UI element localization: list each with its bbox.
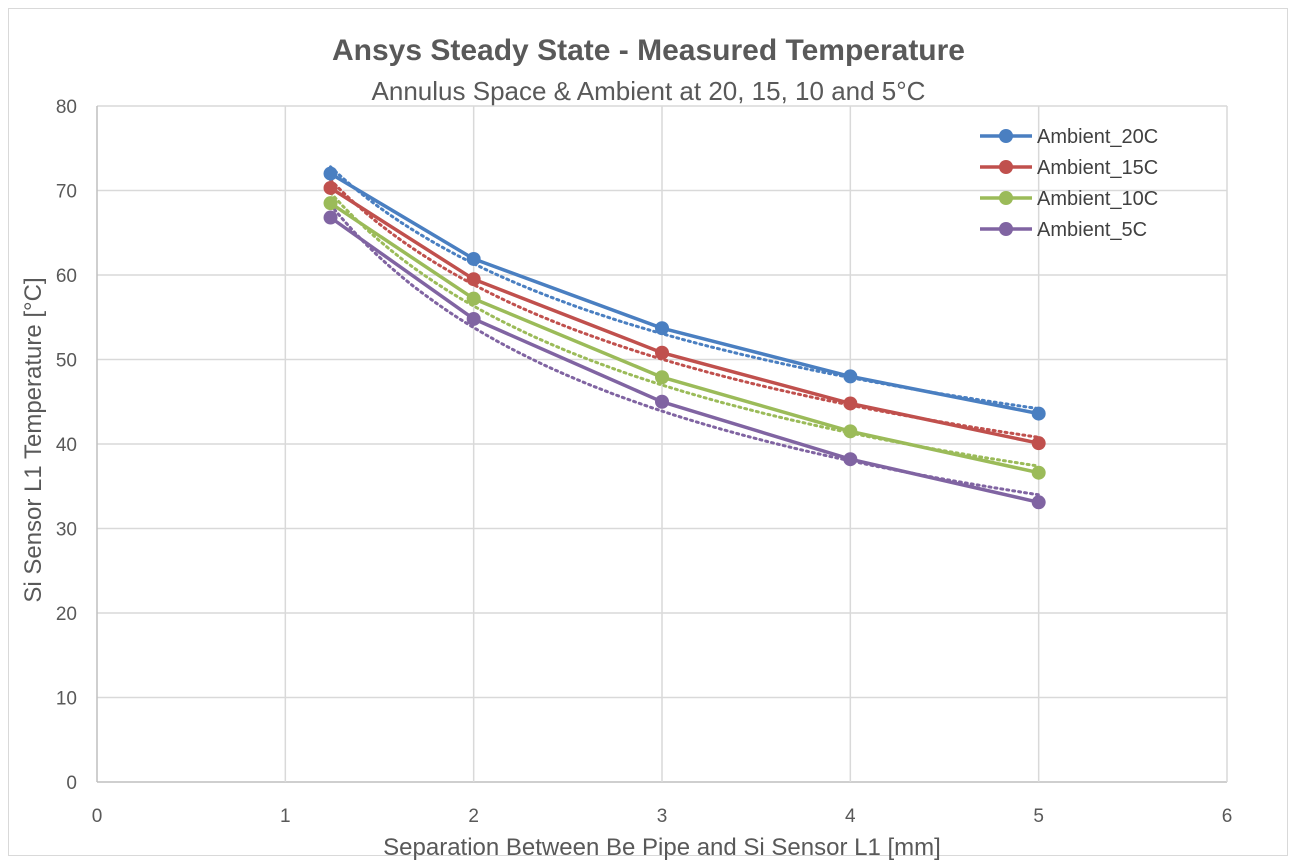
series-lines: [329, 172, 1040, 505]
y-tick-label: 40: [56, 435, 77, 456]
chart-frame: [8, 8, 1288, 856]
data-point: [655, 394, 669, 409]
legend-marker: [999, 160, 1013, 174]
data-point: [466, 251, 481, 266]
legend-label: Ambient_10C: [1037, 188, 1158, 210]
x-tick-label: 2: [468, 806, 479, 827]
y-tick-label: 70: [56, 182, 77, 203]
data-point: [843, 452, 858, 467]
data-points: [323, 166, 1046, 510]
data-point: [655, 345, 669, 360]
legend: Ambient_20C Ambient_15C Ambient_10C Ambient…: [980, 126, 1158, 241]
data-point: [843, 369, 858, 384]
legend-marker: [999, 129, 1013, 143]
x-tick-label: 3: [657, 806, 668, 827]
chart-title: Ansys Steady State - Measured Temperatur…: [331, 34, 965, 67]
x-tick-label: 5: [1033, 806, 1044, 827]
data-point: [466, 291, 481, 306]
x-tick-label: 1: [280, 806, 291, 827]
x-tick-label: 0: [92, 806, 103, 827]
data-point: [466, 311, 481, 326]
legend-label: Ambient_20C: [1037, 126, 1158, 148]
trendline-ambient_15c: [329, 178, 1041, 439]
data-point: [1031, 495, 1046, 510]
y-tick-label: 0: [66, 773, 77, 794]
data-point: [1031, 465, 1046, 480]
y-tick-label: 80: [56, 97, 77, 118]
data-point: [1031, 406, 1046, 421]
data-point: [466, 272, 481, 287]
y-tick-label: 20: [56, 604, 77, 625]
x-tick-label: 4: [845, 806, 856, 827]
y-axis-label: Si Sensor L1 Temperature [°C]: [20, 277, 47, 602]
data-point: [323, 166, 338, 181]
data-point: [323, 210, 338, 225]
y-tick-label: 10: [56, 689, 77, 710]
chart-subtitle: Annulus Space & Ambient at 20, 15, 10 an…: [371, 76, 926, 106]
data-point: [1031, 436, 1046, 451]
data-point: [843, 396, 858, 411]
x-axis-label: Separation Between Be Pipe and Si Sensor…: [383, 834, 941, 861]
y-tick-label: 50: [56, 351, 77, 372]
trendlines: [329, 165, 1041, 497]
trendline-ambient_20c: [329, 165, 1041, 411]
x-tick-label: 6: [1222, 806, 1233, 827]
y-tick-labels: 0 10 20 30 40 50 60 70 80: [56, 97, 77, 794]
data-point: [655, 321, 669, 336]
trendline-ambient_10c: [329, 191, 1041, 468]
y-tick-label: 60: [56, 266, 77, 287]
data-point: [323, 196, 338, 211]
data-point: [323, 180, 338, 195]
series-line-ambient_15c: [329, 186, 1040, 445]
trendline-ambient_5c: [329, 203, 1041, 497]
legend-marker: [999, 222, 1013, 236]
legend-label: Ambient_15C: [1037, 157, 1158, 179]
x-tick-labels: 0 1 2 3 4 5 6: [92, 806, 1233, 827]
legend-marker: [999, 191, 1013, 205]
y-tick-label: 30: [56, 520, 77, 541]
data-point: [655, 370, 669, 385]
legend-label: Ambient_5C: [1037, 219, 1147, 241]
data-point: [843, 424, 858, 439]
